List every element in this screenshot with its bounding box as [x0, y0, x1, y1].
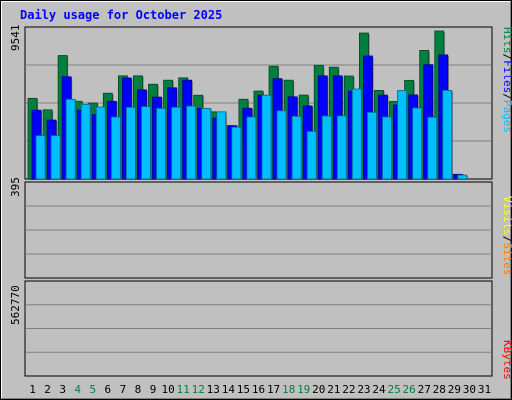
bar-pages-day-10 — [171, 106, 181, 180]
x-tick-label: 5 — [89, 383, 96, 396]
bar-pages-day-24 — [382, 116, 392, 180]
hits-files-pages-panel: 9541 Hits/Files/Pages — [9, 25, 512, 180]
legend-sep: / — [501, 93, 512, 100]
x-tick-label: 11 — [177, 383, 190, 396]
bar-pages-day-17 — [276, 110, 287, 180]
bar-pages-day-27 — [427, 116, 438, 180]
bar-pages-day-16 — [261, 94, 272, 180]
bar-pages-day-12 — [201, 108, 212, 180]
bar-pages-day-18 — [291, 115, 302, 180]
x-tick-label: 25 — [387, 383, 400, 396]
x-tick-label: 12 — [192, 383, 205, 396]
x-tick-label: 21 — [327, 383, 340, 396]
x-tick-label: 15 — [237, 383, 250, 396]
x-tick-label: 16 — [252, 383, 265, 396]
bar-pages-day-15 — [246, 116, 257, 180]
legend-hits: Hits — [501, 27, 512, 54]
bar-pages-day-29 — [457, 174, 468, 180]
bar-pages-day-11 — [186, 105, 197, 180]
legend-sep: / — [501, 54, 512, 61]
bar-pages-day-13 — [216, 111, 227, 180]
x-tick-label: 4 — [74, 383, 81, 396]
x-tick-label: 9 — [150, 383, 157, 396]
x-tick-label: 17 — [267, 383, 280, 396]
x-tick-label: 6 — [105, 383, 112, 396]
x-tick-label: 18 — [282, 383, 295, 396]
legend-sep: / — [501, 236, 512, 243]
bar-pages-day-7 — [125, 106, 136, 180]
x-tick-label: 20 — [312, 383, 325, 396]
x-tick-label: 19 — [297, 383, 310, 396]
panel-1-ymax-label: 9541 — [9, 25, 22, 52]
bar-pages-day-20 — [321, 115, 332, 180]
bar-pages-day-14 — [231, 126, 242, 180]
panel-2-ylabel: Visits/Sites — [501, 196, 512, 276]
bar-pages-day-26 — [412, 107, 423, 180]
x-tick-label: 22 — [342, 383, 355, 396]
bar-pages-day-3 — [65, 98, 76, 180]
legend-pages: Pages — [501, 100, 512, 133]
legend-files: Files — [501, 60, 512, 93]
legend-visits: Visits — [501, 196, 512, 236]
bar-pages-day-1 — [35, 135, 46, 180]
x-tick-label: 13 — [207, 383, 220, 396]
bar-pages-day-9 — [156, 108, 166, 180]
x-tick-label: 29 — [448, 383, 461, 396]
x-tick-label: 26 — [403, 383, 416, 396]
x-tick-label: 24 — [372, 383, 386, 396]
sites-visits-panel: 395 Visits/Sites — [9, 177, 512, 279]
kbytes-panel: 562770 KBytes — [9, 280, 512, 380]
panel-1-ylabel: Hits/Files/Pages — [501, 27, 512, 133]
bar-pages-day-8 — [141, 106, 151, 180]
x-tick-label: 14 — [222, 383, 236, 396]
bar-pages-day-2 — [50, 135, 61, 180]
bar-pages-day-22 — [351, 88, 362, 180]
bar-pages-day-21 — [336, 115, 347, 180]
x-tick-label: 7 — [120, 383, 127, 396]
x-tick-label: 27 — [418, 383, 431, 396]
x-tick-label: 1 — [29, 383, 36, 396]
panel-3-ylabel: KBytes — [501, 340, 512, 380]
x-tick-label: 23 — [357, 383, 370, 396]
x-tick-label: 10 — [161, 383, 174, 396]
bar-pages-day-6 — [110, 116, 121, 180]
x-tick-label: 3 — [59, 383, 66, 396]
chart-title: Daily usage for October 2025 — [20, 8, 222, 22]
bar-pages-day-19 — [306, 130, 317, 180]
legend-sites: Sites — [501, 242, 512, 275]
bar-pages-day-28 — [442, 90, 453, 180]
bar-pages-day-4 — [80, 103, 91, 180]
x-tick-label: 28 — [433, 383, 446, 396]
panel-2-ymax-label: 395 — [9, 177, 22, 197]
x-tick-label: 31 — [478, 383, 491, 396]
x-tick-label: 30 — [463, 383, 476, 396]
bar-pages-day-5 — [95, 106, 106, 180]
panel-3-ymax-label: 562770 — [9, 285, 22, 325]
x-axis-day-labels: 1 2 3 4 5 6 7 8 9 10 11 12 13 14 15 16 17 18 19 20 21 22 23 24 2… — [29, 383, 491, 396]
bar-pages-day-25 — [397, 90, 407, 180]
bar-pages-day-23 — [367, 111, 377, 180]
x-tick-label: 8 — [135, 383, 142, 396]
x-tick-label: 2 — [44, 383, 51, 396]
